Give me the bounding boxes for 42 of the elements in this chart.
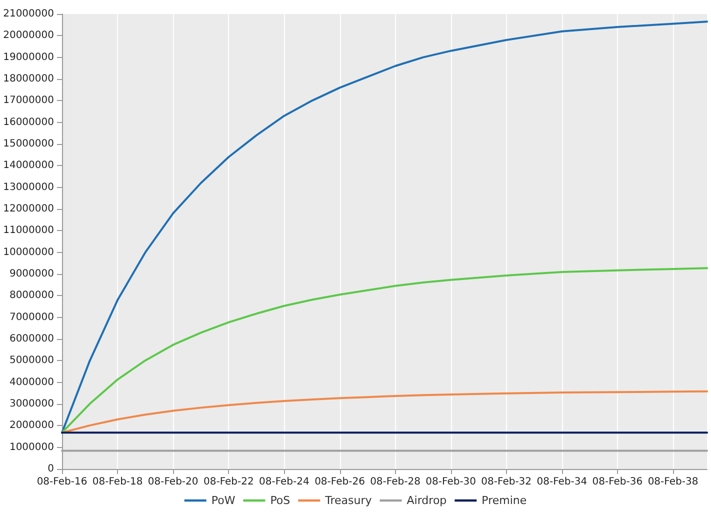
x-tick-label: 08-Feb-26 [314,476,365,488]
y-tick-label: 10000000 [3,246,54,258]
x-tick-label: 08-Feb-30 [426,476,476,488]
y-tick-label: 1000000 [9,442,54,453]
y-tick-label: 19000000 [3,52,54,63]
legend-label: PoW [211,494,236,507]
y-tick-label: 2000000 [9,420,54,432]
y-tick-label: 3000000 [9,398,54,410]
legend-label: Treasury [324,494,372,507]
y-tick-label: 11000000 [3,225,54,236]
y-tick-label: 0 [48,464,54,474]
y-tick-label: 12000000 [3,204,54,214]
x-tick-label: 08-Feb-34 [536,476,588,488]
x-tick-label: 08-Feb-16 [36,476,88,488]
y-tick-label: 18000000 [3,74,54,84]
legend-label: Premine [482,494,527,507]
y-tick-label: 16000000 [3,116,54,128]
y-tick-label: 20000000 [3,30,54,42]
y-tick-label: 7000000 [9,312,54,323]
y-tick-label: 13000000 [3,182,54,193]
line-series [61,20,708,434]
x-tick-label: 08-Feb-20 [148,476,198,488]
y-tick-label: 6000000 [9,334,54,344]
x-tick-label: 08-Feb-24 [258,476,310,488]
y-tick-label: 17000000 [3,95,54,106]
x-tick-label: 08-Feb-28 [370,476,420,488]
y-tick-label: 9000000 [9,268,54,280]
line-series [61,390,708,434]
y-tick-label: 4000000 [9,376,54,388]
x-tick-label: 08-Feb-32 [481,476,532,488]
x-tick-label: 08-Feb-18 [92,476,143,488]
x-tick-label: 08-Feb-22 [203,476,254,488]
y-tick-label: 14000000 [3,160,54,172]
x-tick-label: 08-Feb-38 [648,476,698,488]
x-tick-label: 08-Feb-36 [592,476,643,488]
y-tick-label: 21000000 [3,8,54,20]
y-tick-label: 8000000 [9,290,54,302]
legend-label: PoS [270,494,290,507]
y-tick-label: 5000000 [9,355,54,366]
legend-label: Airdrop [406,494,447,507]
y-tick-label: 15000000 [3,138,54,150]
line-series [61,267,708,434]
